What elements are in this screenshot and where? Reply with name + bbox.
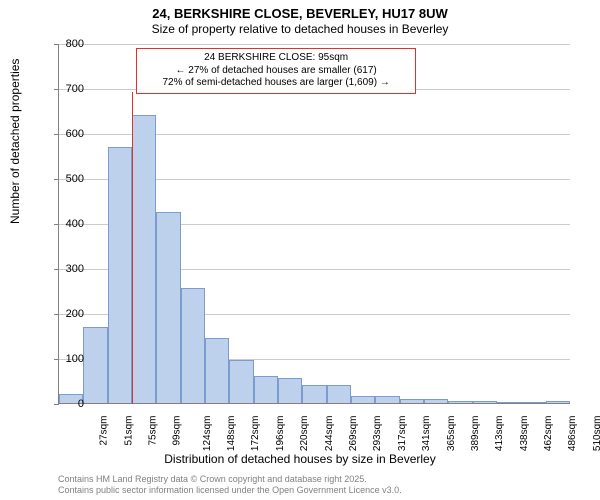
histogram-bar <box>156 212 180 403</box>
chart-title-sub: Size of property relative to detached ho… <box>0 22 600 38</box>
attribution: Contains HM Land Registry data © Crown c… <box>58 474 402 496</box>
x-tick-label: 220sqm <box>299 416 310 452</box>
y-tick-label: 600 <box>44 128 84 140</box>
x-tick-label: 172sqm <box>251 416 262 452</box>
histogram-bar <box>448 401 472 403</box>
histogram-bar <box>132 115 156 403</box>
annotation-line3: 72% of semi-detached houses are larger (… <box>143 77 409 90</box>
x-tick-label: 51sqm <box>123 416 134 446</box>
x-axis-label: Distribution of detached houses by size … <box>0 452 600 466</box>
histogram-bar <box>302 385 326 403</box>
y-tick-label: 500 <box>44 173 84 185</box>
x-tick-label: 196sqm <box>275 416 286 452</box>
annotation-line1: 24 BERKSHIRE CLOSE: 95sqm <box>143 52 409 65</box>
histogram-bar <box>473 401 497 403</box>
x-tick-label: 389sqm <box>470 416 481 452</box>
histogram-bar <box>278 378 302 403</box>
histogram-bar <box>229 360 253 403</box>
histogram-bar <box>424 399 448 404</box>
y-tick-label: 400 <box>44 218 84 230</box>
x-tick-label: 438sqm <box>519 416 530 452</box>
x-tick-label: 269sqm <box>348 416 359 452</box>
histogram-bar <box>400 399 424 404</box>
annotation-box: 24 BERKSHIRE CLOSE: 95sqm ← 27% of detac… <box>136 48 416 94</box>
x-tick-label: 486sqm <box>568 416 579 452</box>
x-tick-label: 244sqm <box>324 416 335 452</box>
x-tick-label: 75sqm <box>147 416 158 446</box>
x-tick-label: 413sqm <box>494 416 505 452</box>
y-axis-label: Number of detached properties <box>8 59 22 224</box>
histogram-bar <box>351 396 375 403</box>
attribution-line1: Contains HM Land Registry data © Crown c… <box>58 474 402 485</box>
y-tick-label: 0 <box>44 398 84 410</box>
histogram-bar <box>108 147 132 404</box>
histogram-bar <box>497 402 521 403</box>
x-tick-label: 341sqm <box>421 416 432 452</box>
x-tick-label: 124sqm <box>202 416 213 452</box>
x-tick-label: 148sqm <box>226 416 237 452</box>
y-tick-label: 100 <box>44 353 84 365</box>
x-tick-label: 317sqm <box>397 416 408 452</box>
histogram-bar <box>181 288 205 403</box>
y-tick-label: 800 <box>44 38 84 50</box>
annotation-marker-line <box>132 92 133 404</box>
histogram-bar <box>546 401 570 403</box>
x-tick-label: 27sqm <box>99 416 110 446</box>
x-tick-label: 462sqm <box>543 416 554 452</box>
histogram-bar <box>521 402 545 403</box>
x-tick-label: 99sqm <box>172 416 183 446</box>
bars-group <box>59 44 570 403</box>
chart-title-main: 24, BERKSHIRE CLOSE, BEVERLEY, HU17 8UW <box>0 0 600 22</box>
y-tick-label: 300 <box>44 263 84 275</box>
histogram-bar <box>327 385 351 403</box>
x-tick-label: 293sqm <box>372 416 383 452</box>
y-tick-label: 700 <box>44 83 84 95</box>
plot-area: 24 BERKSHIRE CLOSE: 95sqm ← 27% of detac… <box>58 44 570 404</box>
histogram-bar <box>254 376 278 403</box>
x-tick-label: 510sqm <box>592 416 600 452</box>
y-tick-label: 200 <box>44 308 84 320</box>
attribution-line2: Contains public sector information licen… <box>58 485 402 496</box>
chart-container: 24, BERKSHIRE CLOSE, BEVERLEY, HU17 8UW … <box>0 0 600 500</box>
x-tick-label: 365sqm <box>446 416 457 452</box>
histogram-bar <box>375 396 399 403</box>
histogram-bar <box>83 327 107 404</box>
histogram-bar <box>205 338 229 403</box>
annotation-line2: ← 27% of detached houses are smaller (61… <box>143 65 409 78</box>
